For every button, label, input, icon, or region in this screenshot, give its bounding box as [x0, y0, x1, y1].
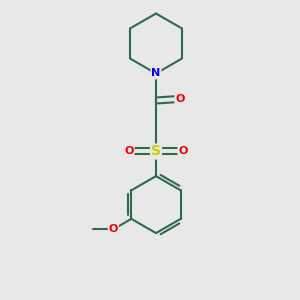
- Text: O: O: [109, 224, 118, 234]
- Text: O: O: [178, 146, 188, 157]
- Text: S: S: [151, 145, 161, 158]
- Text: N: N: [152, 68, 160, 79]
- Text: O: O: [124, 146, 134, 157]
- Text: O: O: [175, 94, 185, 104]
